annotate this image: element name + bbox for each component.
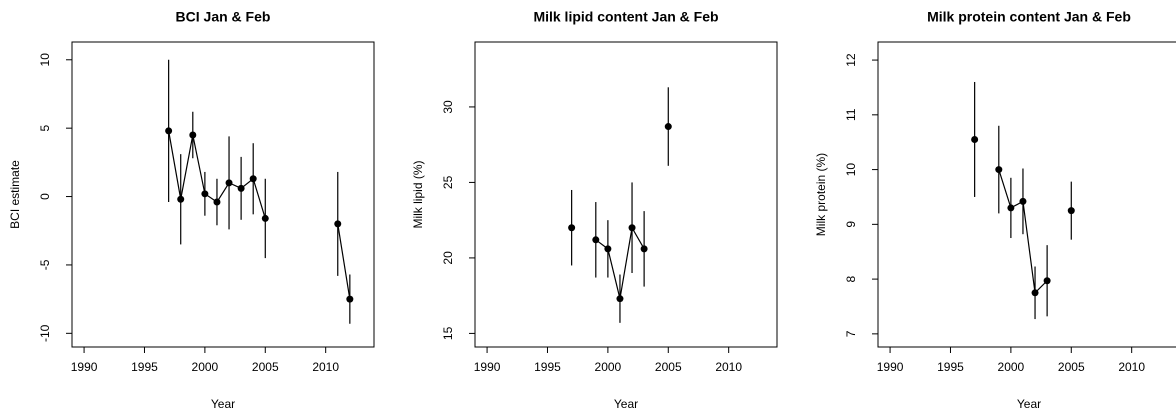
data-line bbox=[337, 223, 351, 300]
data-point bbox=[1031, 289, 1039, 297]
x-tick-label: 2010 bbox=[1118, 360, 1145, 374]
data-point bbox=[201, 190, 209, 198]
data-point bbox=[664, 123, 672, 131]
data-point bbox=[261, 214, 269, 222]
data-point bbox=[568, 224, 576, 232]
x-tick-label: 2005 bbox=[252, 360, 279, 374]
chart-title: Milk protein content Jan & Feb bbox=[927, 9, 1131, 25]
y-tick-label: 9 bbox=[844, 221, 858, 228]
data-point bbox=[225, 179, 233, 187]
chart-title: Milk lipid content Jan & Feb bbox=[533, 9, 718, 25]
data-point bbox=[995, 166, 1003, 174]
x-tick-label: 2010 bbox=[715, 360, 742, 374]
data-point bbox=[249, 175, 257, 183]
x-axis-label: Year bbox=[211, 397, 235, 411]
y-tick-label: -5 bbox=[38, 259, 52, 270]
y-axis-label: BCI estimate bbox=[8, 160, 22, 229]
y-tick-label: 15 bbox=[441, 326, 455, 340]
plot-frame bbox=[474, 41, 778, 348]
data-point bbox=[628, 224, 636, 232]
y-tick-label: 25 bbox=[441, 175, 455, 189]
x-tick-label: 1990 bbox=[474, 360, 501, 374]
y-tick-label: 8 bbox=[844, 275, 858, 282]
x-tick-label: 1995 bbox=[534, 360, 561, 374]
x-tick-label: 1995 bbox=[131, 360, 158, 374]
data-point bbox=[189, 131, 197, 139]
x-axis-label: Year bbox=[1017, 397, 1041, 411]
x-tick-label: 2005 bbox=[1058, 360, 1085, 374]
y-tick-label: 10 bbox=[844, 163, 858, 177]
x-tick-label: 2000 bbox=[192, 360, 219, 374]
y-axis-label: Milk protein (%) bbox=[814, 153, 828, 236]
x-tick-label: 1995 bbox=[937, 360, 964, 374]
x-tick-label: 1990 bbox=[71, 360, 98, 374]
x-axis-label: Year bbox=[614, 397, 638, 411]
y-tick-label: -10 bbox=[38, 324, 52, 342]
y-tick-label: 12 bbox=[844, 53, 858, 67]
y-tick-label: 10 bbox=[38, 53, 52, 67]
y-tick-label: 5 bbox=[38, 125, 52, 132]
y-tick-label: 20 bbox=[441, 251, 455, 265]
data-point bbox=[604, 245, 612, 253]
data-point bbox=[346, 295, 354, 303]
data-point bbox=[1067, 207, 1075, 215]
chart-title: BCI Jan & Feb bbox=[176, 9, 271, 25]
data-point bbox=[1007, 204, 1015, 212]
x-tick-label: 2000 bbox=[998, 360, 1025, 374]
data-point bbox=[1043, 277, 1051, 285]
data-point bbox=[237, 184, 245, 192]
data-point bbox=[616, 295, 624, 303]
x-tick-label: 2000 bbox=[595, 360, 622, 374]
x-tick-label: 1990 bbox=[877, 360, 904, 374]
data-point bbox=[213, 198, 221, 206]
y-axis-label: Milk lipid (%) bbox=[411, 160, 425, 228]
data-point bbox=[165, 127, 173, 135]
x-tick-label: 2005 bbox=[655, 360, 682, 374]
x-tick-label: 2010 bbox=[312, 360, 339, 374]
data-point bbox=[640, 245, 648, 253]
data-point bbox=[177, 195, 185, 203]
y-tick-label: 30 bbox=[441, 100, 455, 114]
data-point bbox=[1019, 197, 1027, 205]
y-tick-label: 7 bbox=[844, 330, 858, 337]
y-tick-label: 0 bbox=[38, 193, 52, 200]
data-point bbox=[971, 135, 979, 143]
data-point bbox=[592, 236, 600, 244]
y-tick-label: 11 bbox=[844, 108, 858, 121]
plot-frame bbox=[877, 41, 1176, 348]
data-point bbox=[334, 220, 342, 228]
plot-frame bbox=[71, 41, 375, 348]
